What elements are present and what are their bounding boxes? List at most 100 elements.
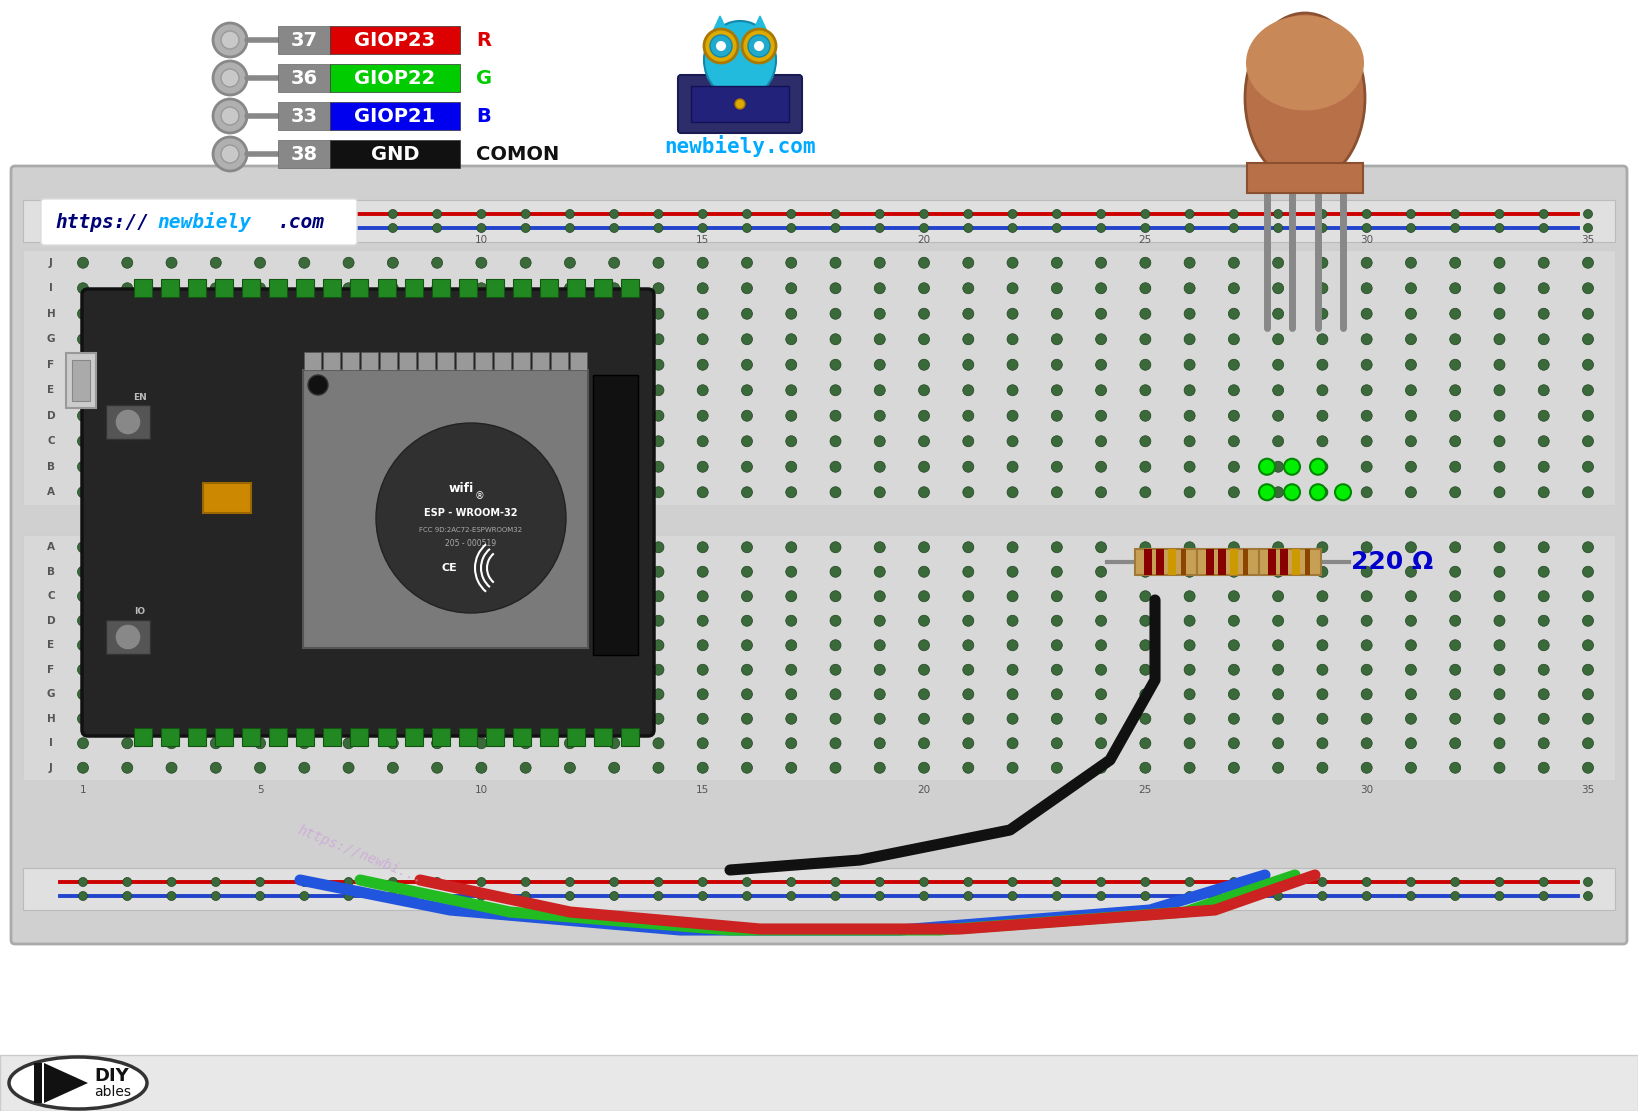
Circle shape [1007, 542, 1019, 553]
Circle shape [79, 878, 87, 887]
Text: GND: GND [370, 144, 419, 163]
Circle shape [963, 891, 973, 901]
Circle shape [1096, 713, 1107, 724]
Circle shape [210, 664, 221, 675]
Circle shape [342, 615, 354, 627]
Bar [278, 102, 329, 130]
Circle shape [742, 640, 752, 651]
Circle shape [342, 487, 354, 498]
Bar [134, 279, 152, 297]
Circle shape [1405, 542, 1417, 553]
Circle shape [210, 567, 221, 578]
Bar [431, 279, 449, 297]
Circle shape [1184, 410, 1196, 421]
Circle shape [1096, 410, 1107, 421]
Circle shape [1494, 258, 1505, 268]
Circle shape [654, 689, 663, 700]
Circle shape [1319, 210, 1327, 219]
Circle shape [1405, 333, 1417, 344]
Circle shape [521, 689, 531, 700]
Circle shape [1007, 878, 1017, 887]
Circle shape [698, 461, 708, 472]
Circle shape [735, 99, 745, 109]
Circle shape [477, 567, 486, 578]
Circle shape [1363, 878, 1371, 887]
Circle shape [165, 640, 177, 651]
Circle shape [963, 713, 975, 724]
Circle shape [1096, 664, 1107, 675]
Circle shape [165, 333, 177, 344]
Circle shape [1450, 713, 1461, 724]
Circle shape [1228, 436, 1240, 447]
Circle shape [698, 436, 708, 447]
Bar [595, 728, 613, 745]
Circle shape [830, 384, 840, 396]
Circle shape [1140, 384, 1152, 396]
Circle shape [1184, 640, 1196, 651]
Circle shape [1450, 567, 1461, 578]
Circle shape [298, 713, 310, 724]
Circle shape [1363, 210, 1371, 219]
Circle shape [342, 762, 354, 773]
Circle shape [875, 689, 885, 700]
Circle shape [387, 461, 398, 472]
Circle shape [1584, 210, 1592, 219]
Circle shape [1361, 258, 1373, 268]
Circle shape [565, 359, 575, 370]
Circle shape [609, 738, 619, 749]
Circle shape [786, 591, 796, 602]
Circle shape [919, 410, 929, 421]
Circle shape [1184, 615, 1196, 627]
Circle shape [1096, 738, 1107, 749]
Circle shape [1007, 640, 1019, 651]
Circle shape [165, 258, 177, 268]
Circle shape [919, 436, 929, 447]
Circle shape [1317, 384, 1328, 396]
Circle shape [521, 461, 531, 472]
Circle shape [1140, 410, 1152, 421]
Circle shape [875, 258, 885, 268]
Circle shape [875, 308, 885, 319]
Bar [1247, 163, 1363, 193]
Circle shape [963, 223, 973, 232]
Bar [513, 352, 531, 370]
Circle shape [1096, 359, 1107, 370]
Text: 20: 20 [917, 236, 930, 246]
Circle shape [1052, 258, 1063, 268]
Bar [380, 352, 396, 370]
Circle shape [254, 640, 265, 651]
Circle shape [1140, 664, 1152, 675]
Circle shape [165, 615, 177, 627]
Circle shape [165, 308, 177, 319]
Circle shape [1052, 283, 1063, 293]
Circle shape [1052, 542, 1063, 553]
Circle shape [698, 210, 708, 219]
Circle shape [1582, 591, 1594, 602]
Circle shape [698, 640, 708, 651]
Circle shape [919, 640, 929, 651]
Circle shape [1407, 210, 1415, 219]
Bar [34, 1063, 43, 1103]
Text: J: J [49, 258, 52, 268]
Bar [351, 279, 369, 297]
Circle shape [1096, 333, 1107, 344]
Circle shape [1361, 333, 1373, 344]
Circle shape [963, 591, 975, 602]
Bar [691, 86, 790, 122]
Circle shape [786, 308, 796, 319]
Circle shape [1361, 283, 1373, 293]
Circle shape [300, 878, 310, 887]
Circle shape [1317, 436, 1328, 447]
Circle shape [1494, 762, 1505, 773]
Circle shape [919, 308, 929, 319]
Circle shape [875, 283, 885, 293]
Circle shape [742, 461, 752, 472]
Circle shape [165, 384, 177, 396]
Circle shape [654, 223, 663, 232]
Bar [23, 868, 1615, 910]
Circle shape [521, 487, 531, 498]
Circle shape [298, 487, 310, 498]
Text: I: I [49, 283, 52, 293]
Circle shape [298, 567, 310, 578]
Circle shape [342, 410, 354, 421]
